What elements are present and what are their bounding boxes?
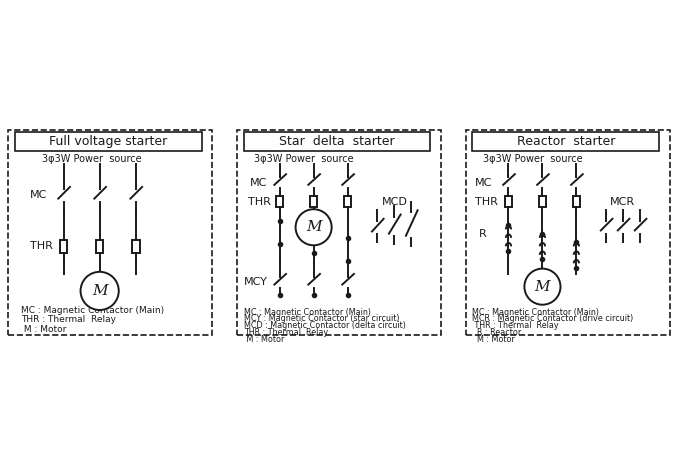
Text: MC : Magnetic Contactor (Main): MC : Magnetic Contactor (Main) xyxy=(473,307,600,317)
Text: MCY: MCY xyxy=(244,277,268,288)
Circle shape xyxy=(81,272,119,310)
Text: THR : Thermal  Relay: THR : Thermal Relay xyxy=(21,315,116,324)
Text: 3φ3W Power  source: 3φ3W Power source xyxy=(483,154,582,164)
FancyBboxPatch shape xyxy=(244,132,431,151)
Text: 3φ3W Power  source: 3φ3W Power source xyxy=(254,154,354,164)
Text: Reactor  starter: Reactor starter xyxy=(517,135,615,148)
Text: MC : Magnetic Contactor (Main): MC : Magnetic Contactor (Main) xyxy=(244,307,371,317)
Text: MC : Magnetic Contactor (Main): MC : Magnetic Contactor (Main) xyxy=(21,306,164,314)
Text: MC: MC xyxy=(30,190,47,200)
Text: MC: MC xyxy=(475,178,492,188)
Text: THR : Thermal  Relay: THR : Thermal Relay xyxy=(244,328,328,337)
Text: M: M xyxy=(306,220,322,234)
Text: M : Motor: M : Motor xyxy=(473,335,515,344)
Text: R : Reactor: R : Reactor xyxy=(473,328,522,337)
Circle shape xyxy=(524,269,560,305)
FancyBboxPatch shape xyxy=(473,132,659,151)
FancyBboxPatch shape xyxy=(14,132,201,151)
Text: THR : Thermal  Relay: THR : Thermal Relay xyxy=(473,321,559,330)
Text: MCD: MCD xyxy=(382,197,407,207)
Text: M : Motor: M : Motor xyxy=(21,325,66,334)
Text: R: R xyxy=(479,229,487,238)
Text: M: M xyxy=(92,284,108,298)
Text: MCD : Magnetic Contactor (delta circuit): MCD : Magnetic Contactor (delta circuit) xyxy=(244,321,406,330)
Text: THR: THR xyxy=(475,197,497,207)
Circle shape xyxy=(295,209,332,245)
Text: MCR: MCR xyxy=(611,197,635,207)
Text: Star  delta  starter: Star delta starter xyxy=(279,135,395,148)
Text: THR: THR xyxy=(248,197,270,207)
Text: MC: MC xyxy=(250,178,267,188)
Text: M: M xyxy=(535,280,550,294)
Text: M : Motor: M : Motor xyxy=(244,335,284,344)
Text: THR: THR xyxy=(30,241,52,251)
Text: 3φ3W Power  source: 3φ3W Power source xyxy=(42,154,142,164)
Text: MCR : Magnetic Contactor (drive circuit): MCR : Magnetic Contactor (drive circuit) xyxy=(473,314,633,324)
Text: Full voltage starter: Full voltage starter xyxy=(49,135,167,148)
Text: MCY : Magnetic Contactor (star circuit): MCY : Magnetic Contactor (star circuit) xyxy=(244,314,399,324)
